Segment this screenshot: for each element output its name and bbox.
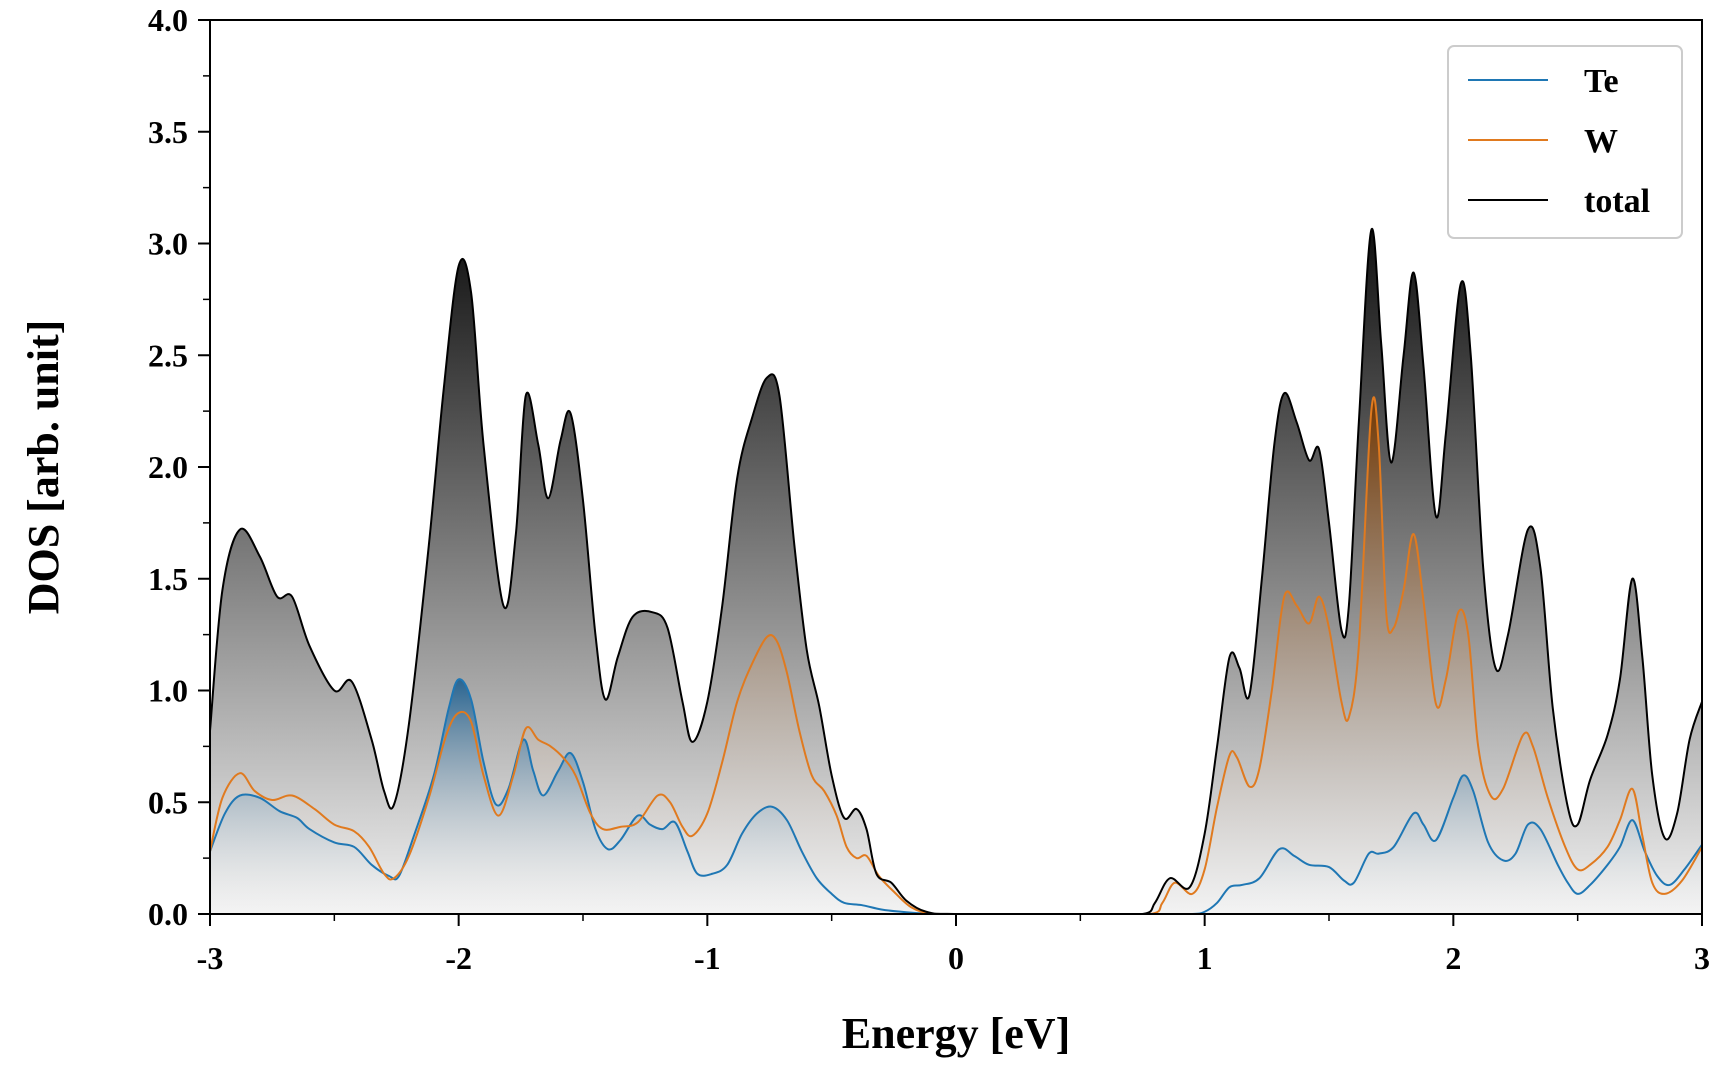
- x-tick-label: -1: [694, 940, 721, 976]
- legend-label-w: W: [1584, 123, 1618, 160]
- area-fill-te: [210, 679, 1702, 914]
- y-tick-label: 3.5: [148, 114, 188, 150]
- x-tick-label: 0: [948, 940, 964, 976]
- y-tick-label: 3.0: [148, 226, 188, 262]
- y-axis: 0.0 0.5 1.0 1.5 2.0 2.5 3.0 3.5 4.0: [148, 2, 210, 932]
- legend-box: [1447, 45, 1683, 239]
- y-tick-label: 0.5: [148, 784, 188, 820]
- y-tick-label: 2.5: [148, 337, 188, 373]
- y-tick-label: 2.0: [148, 449, 188, 485]
- series-line-te: [209, 678, 1703, 916]
- x-axis: -3 -2 -1 0 1 2 3: [197, 914, 1710, 976]
- y-tick-label: 4.0: [148, 2, 188, 38]
- x-tick-label: 1: [1197, 940, 1213, 976]
- x-tick-label: 2: [1445, 940, 1461, 976]
- x-tick-label: -3: [197, 940, 224, 976]
- x-axis-label: Energy [eV]: [842, 1009, 1071, 1058]
- y-axis-label: DOS [arb. unit]: [19, 320, 68, 615]
- area-fill-w: [210, 397, 1702, 914]
- x-tick-label: 3: [1694, 940, 1710, 976]
- y-tick-label: 1.0: [148, 673, 188, 709]
- legend-label-te: Te: [1584, 63, 1619, 100]
- legend-label-total: total: [1584, 183, 1650, 220]
- area-fills: [210, 228, 1702, 914]
- x-tick-label: -2: [445, 940, 472, 976]
- y-tick-label: 0.0: [148, 896, 188, 932]
- y-tick-label: 1.5: [148, 561, 188, 597]
